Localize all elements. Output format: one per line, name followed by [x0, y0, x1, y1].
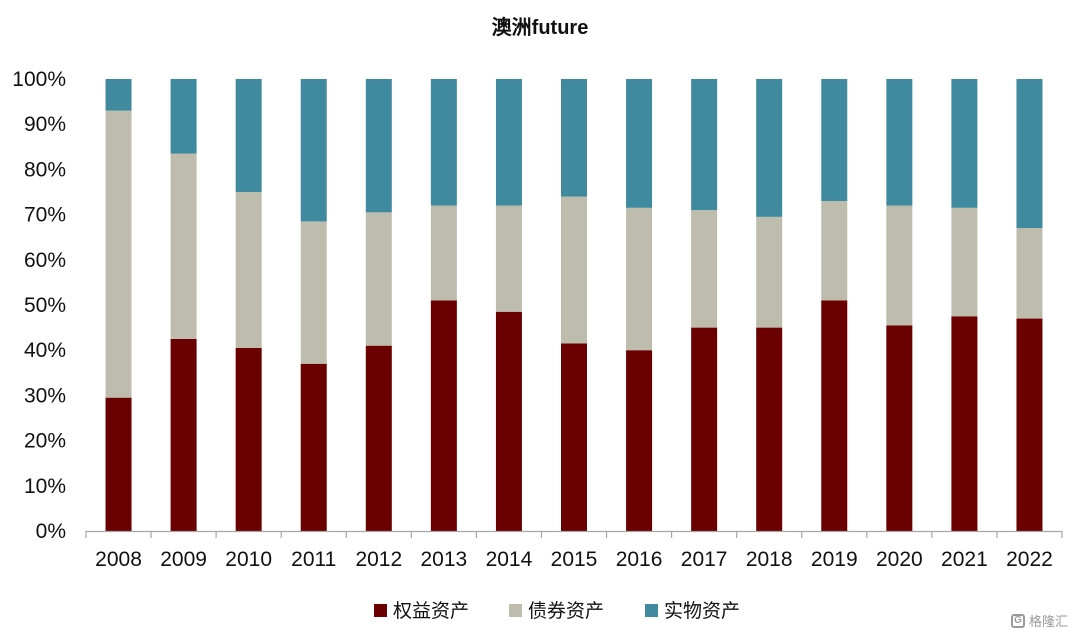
bar-segment-1	[886, 325, 913, 531]
bar-segment-1	[691, 327, 718, 531]
bar-segment-2	[756, 216, 783, 328]
watermark-text: 格隆汇	[1028, 614, 1068, 629]
y-tick-label: 40%	[24, 339, 66, 362]
legend-swatch-3	[645, 604, 658, 617]
y-tick-label: 20%	[24, 430, 66, 453]
watermark: G 格隆汇	[1010, 611, 1068, 630]
y-tick-label: 70%	[24, 204, 66, 227]
y-tick-label: 60%	[24, 249, 66, 272]
bar-segment-1	[821, 300, 848, 531]
x-tick-label: 2015	[551, 548, 598, 571]
bar-segment-2	[626, 207, 653, 351]
bar-segment-2	[365, 212, 392, 346]
bar-segment-3	[561, 79, 587, 197]
bar-segment-2	[821, 201, 848, 301]
bar-segment-3	[886, 79, 913, 206]
y-axis-ticks: 0% 10% 20% 30% 40% 50% 60% 70% 80% 90% 100%	[12, 68, 66, 543]
bar-segment-3	[691, 79, 718, 211]
bar-segment-3	[495, 79, 522, 206]
x-tick-label: 2009	[160, 548, 207, 571]
y-tick-label: 50%	[24, 294, 66, 317]
bar-segment-2	[235, 192, 262, 348]
bars-layer	[105, 79, 1043, 531]
x-tick-label: 2014	[486, 548, 533, 571]
bar-segment-3	[1016, 79, 1043, 229]
y-tick-label: 80%	[24, 158, 66, 181]
legend-label-2: 债券资产	[528, 600, 604, 622]
bar-segment-1	[495, 311, 522, 531]
x-tick-label: 2017	[681, 548, 728, 571]
bar-segment-2	[105, 110, 132, 398]
y-tick-label: 30%	[24, 384, 66, 407]
bar-segment-1	[365, 345, 392, 531]
x-tick-label: 2019	[811, 548, 858, 571]
y-tick-label: 0%	[36, 520, 66, 543]
bar-segment-1	[170, 338, 197, 531]
bar-segment-1	[105, 397, 132, 531]
bar-segment-2	[1016, 228, 1043, 319]
bar-segment-2	[886, 205, 913, 326]
bar-segment-1	[235, 347, 262, 531]
bar-segment-3	[821, 79, 848, 202]
legend-label-3: 实物资产	[664, 600, 740, 622]
bar-segment-2	[951, 207, 978, 317]
y-tick-label: 90%	[24, 113, 66, 136]
logo-icon: G	[1010, 613, 1025, 628]
bar-segment-2	[495, 205, 522, 312]
bar-segment-1	[561, 343, 587, 531]
bar-segment-2	[170, 153, 197, 339]
x-tick-label: 2013	[421, 548, 468, 571]
x-tick-label: 2011	[291, 548, 336, 571]
bar-segment-1	[626, 350, 653, 531]
bar-segment-2	[300, 221, 327, 364]
bar-segment-3	[300, 79, 327, 222]
bar-segment-2	[430, 205, 457, 301]
x-tick-label: 2016	[616, 548, 663, 571]
legend-swatch-1	[374, 604, 387, 617]
bar-segment-1	[430, 300, 457, 531]
bar-segment-3	[430, 79, 457, 206]
bar-segment-1	[1016, 318, 1043, 531]
x-tick-label: 2018	[746, 548, 793, 571]
bar-segment-3	[170, 79, 197, 154]
bar-segment-3	[951, 79, 978, 208]
x-tick-label: 2010	[225, 548, 272, 571]
legend: 权益资产 债券资产 实物资产	[374, 600, 740, 622]
bar-segment-2	[561, 196, 587, 344]
x-tick-label: 2021	[941, 548, 988, 571]
x-tick-label: 2012	[355, 548, 402, 571]
y-tick-label: 100%	[12, 68, 66, 91]
bar-segment-3	[105, 79, 132, 111]
bar-segment-1	[756, 327, 783, 531]
bar-segment-3	[365, 79, 392, 213]
y-tick-label: 10%	[24, 475, 66, 498]
chart-title: 澳洲future	[492, 15, 589, 39]
bar-segment-3	[756, 79, 783, 217]
x-tick-label: 2022	[1006, 548, 1053, 571]
bar-segment-2	[691, 210, 718, 328]
x-axis-ticks: 2008 2009 2010 2011 2012 2013 2014 2015 2016 2017…	[85, 531, 1063, 571]
bar-segment-1	[300, 363, 327, 531]
bar-segment-1	[951, 316, 978, 531]
x-tick-label: 2020	[876, 548, 923, 571]
x-tick-label: 2008	[95, 548, 142, 571]
bar-segment-3	[235, 79, 262, 192]
legend-label-1: 权益资产	[393, 600, 469, 622]
legend-swatch-2	[509, 604, 522, 617]
bar-segment-3	[626, 79, 653, 208]
